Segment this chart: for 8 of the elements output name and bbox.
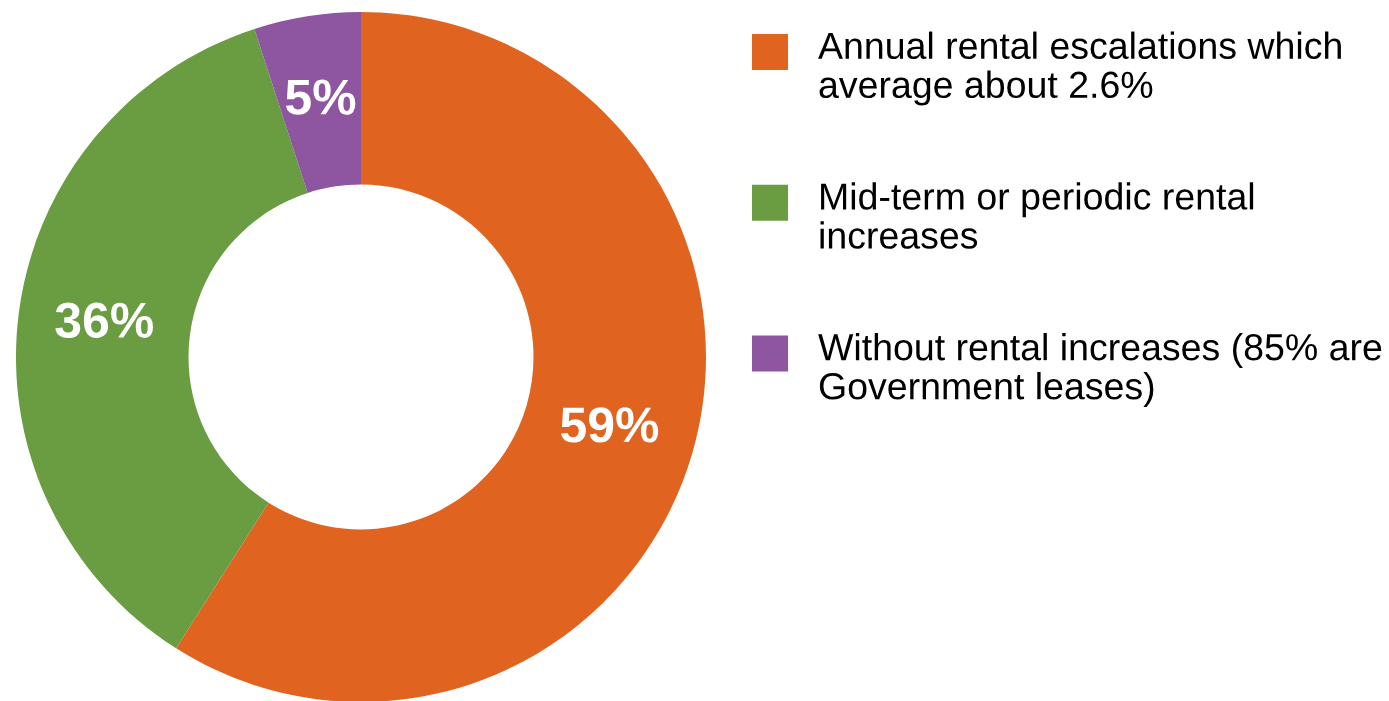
legend-label: Annual rental escalations which average about 2.6% (818, 31, 1341, 106)
donut-slice (254, 12, 361, 193)
donut-slice (176, 12, 706, 701)
legend-label: Without rental increases (85% are Government leases) (818, 332, 1382, 407)
data-label: 36% (55, 302, 154, 339)
data-label: 59% (560, 407, 659, 443)
data-label: 5% (285, 79, 356, 115)
legend-label: Mid-term or periodic rental increases (820, 182, 1254, 249)
